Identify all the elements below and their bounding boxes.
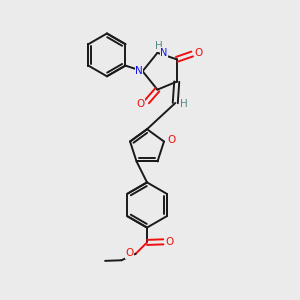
Text: O: O	[136, 99, 145, 109]
Text: H: H	[180, 99, 188, 109]
Text: O: O	[195, 48, 203, 59]
Text: O: O	[167, 135, 175, 145]
Text: H: H	[155, 41, 163, 51]
Text: N: N	[160, 47, 168, 58]
Text: N: N	[135, 66, 143, 76]
Text: O: O	[166, 237, 174, 247]
Text: O: O	[126, 248, 134, 258]
